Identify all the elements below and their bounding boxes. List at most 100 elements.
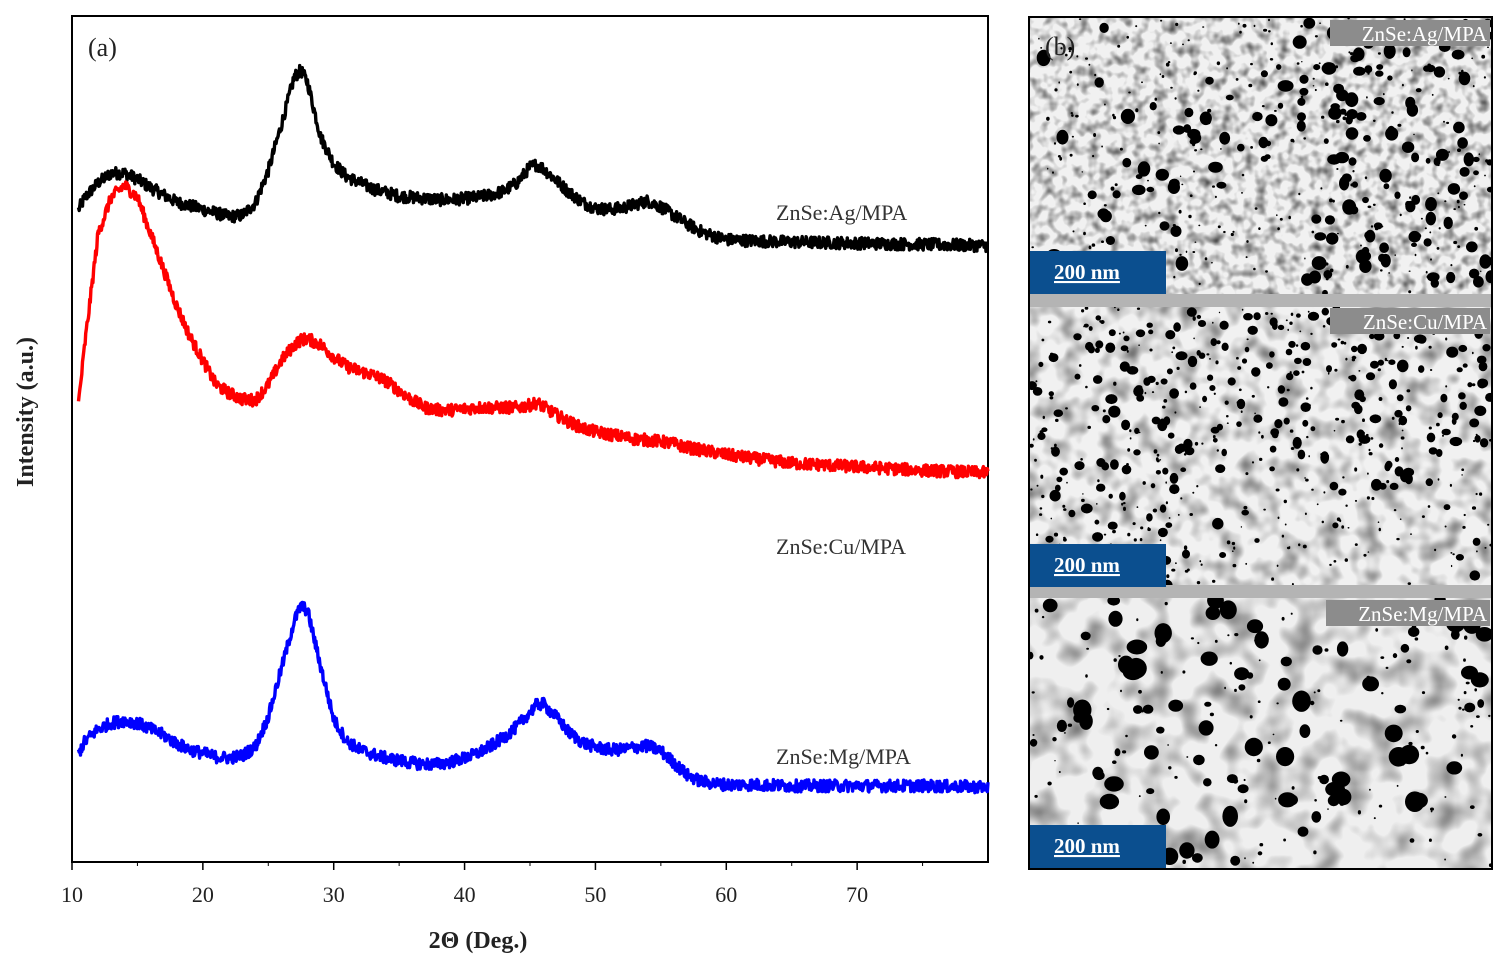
nanoparticle — [1289, 321, 1293, 325]
nanoparticle — [1368, 452, 1373, 456]
nanoparticle — [1080, 503, 1093, 514]
nanoparticle — [1240, 526, 1243, 528]
nanoparticle — [1485, 257, 1491, 266]
nanoparticle — [1088, 245, 1092, 250]
nanoparticle — [1121, 419, 1131, 431]
nanoparticle — [1221, 342, 1229, 351]
nanoparticle — [1050, 352, 1054, 356]
nanoparticle — [1281, 534, 1285, 538]
nanoparticle — [1226, 540, 1231, 545]
nanoparticle — [1325, 277, 1329, 281]
nanoparticle — [1341, 173, 1352, 183]
nanoparticle — [1420, 745, 1425, 750]
nanoparticle — [1140, 644, 1145, 649]
nanoparticle — [1254, 538, 1260, 543]
nanoparticle — [1342, 476, 1345, 479]
nanoparticle — [1038, 361, 1044, 368]
nanoparticle — [1354, 499, 1358, 502]
nanoparticle — [1239, 30, 1242, 34]
nanoparticle — [1402, 47, 1411, 58]
nanoparticle — [1189, 138, 1197, 145]
nanoparticle — [1434, 548, 1437, 552]
nanoparticle — [1138, 431, 1141, 434]
nanoparticle — [1335, 65, 1339, 69]
nanoparticle — [1443, 504, 1451, 511]
nanoparticle — [1317, 689, 1321, 693]
nanoparticle — [1155, 381, 1159, 386]
nanoparticle — [1167, 744, 1169, 746]
nanoparticle — [1320, 187, 1323, 190]
nanoparticle — [1347, 117, 1350, 120]
tem-label-mg: ZnSe:Mg/MPA — [1358, 602, 1488, 626]
nanoparticle — [1226, 415, 1229, 418]
nanoparticle — [1198, 720, 1214, 736]
nanoparticle — [1367, 472, 1369, 475]
nanoparticle — [1197, 89, 1200, 92]
nanoparticle — [1311, 811, 1322, 823]
nanoparticle — [1042, 598, 1058, 613]
nanoparticle — [1102, 409, 1106, 413]
nanoparticle — [1351, 345, 1358, 353]
nanoparticle — [1187, 39, 1190, 42]
nanoparticle — [1478, 153, 1481, 156]
nanoparticle — [1326, 232, 1339, 245]
nanoparticle — [1311, 488, 1314, 491]
nanoparticle — [1102, 415, 1111, 424]
nanoparticle — [1128, 91, 1131, 94]
nanoparticle — [1300, 402, 1311, 413]
nanoparticle — [1126, 350, 1129, 353]
nanoparticle — [1278, 792, 1297, 808]
nanoparticle — [1230, 232, 1234, 237]
nanoparticle — [1392, 653, 1398, 659]
nanoparticle — [1177, 513, 1180, 516]
x-tick-label: 30 — [323, 882, 345, 907]
nanoparticle — [1165, 522, 1173, 528]
nanoparticle — [1327, 372, 1330, 375]
nanoparticle — [1217, 225, 1221, 229]
nanoparticle — [1297, 449, 1306, 460]
nanoparticle — [1270, 312, 1273, 315]
nanoparticle — [1463, 203, 1466, 206]
nanoparticle — [1063, 732, 1066, 734]
nanoparticle — [1316, 503, 1319, 506]
nanoparticle — [1189, 382, 1197, 390]
nanoparticle — [1247, 325, 1258, 335]
nanoparticle — [1450, 564, 1453, 568]
nanoparticle — [1252, 861, 1255, 864]
nanoparticle — [1345, 435, 1355, 444]
nanoparticle — [1054, 443, 1057, 448]
nanoparticle — [1481, 54, 1486, 59]
nanoparticle — [1241, 358, 1248, 364]
nanoparticle — [1212, 438, 1218, 443]
nanoparticle — [1303, 18, 1316, 29]
nanoparticle — [1042, 415, 1046, 419]
nanoparticle — [1487, 46, 1489, 49]
nanoparticle — [1253, 414, 1263, 423]
nanoparticle — [1349, 52, 1354, 56]
plot-frame — [71, 15, 989, 863]
nanoparticle — [1047, 320, 1052, 324]
nanoparticle — [1126, 463, 1129, 466]
nanoparticle — [1300, 24, 1303, 28]
nanoparticle — [1039, 430, 1044, 434]
nanoparticle — [1415, 88, 1422, 93]
nanoparticle — [1251, 367, 1261, 377]
nanoparticle — [1036, 484, 1039, 487]
nanoparticle — [1259, 843, 1264, 847]
nanoparticle — [1431, 93, 1434, 96]
nanoparticle — [1336, 119, 1340, 124]
nanoparticle — [1189, 194, 1193, 197]
nanoparticle — [1321, 307, 1330, 316]
nanoparticle — [1082, 493, 1084, 495]
nanoparticle — [1406, 389, 1411, 393]
series-lines — [76, 63, 990, 795]
nanoparticle — [1398, 415, 1408, 426]
nanoparticle — [1398, 422, 1401, 426]
nanoparticle — [1093, 375, 1103, 384]
nanoparticle — [1268, 30, 1271, 33]
nanoparticle — [1031, 246, 1034, 249]
nanoparticle — [1290, 312, 1294, 316]
nanoparticle — [1112, 760, 1117, 764]
nanoparticle — [1423, 238, 1432, 247]
nanoparticle — [1401, 429, 1404, 432]
